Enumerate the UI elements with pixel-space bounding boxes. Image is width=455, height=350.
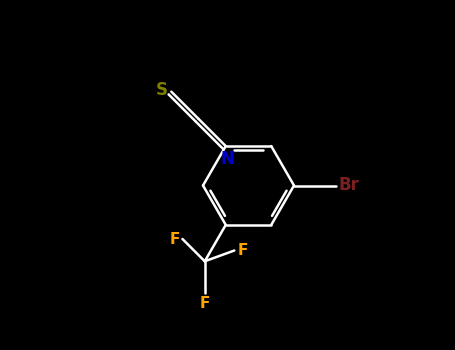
Text: Br: Br: [339, 176, 359, 195]
Text: F: F: [237, 243, 248, 258]
Text: N: N: [221, 149, 234, 168]
Text: F: F: [200, 296, 210, 310]
Text: S: S: [156, 81, 168, 99]
Text: F: F: [169, 231, 180, 246]
